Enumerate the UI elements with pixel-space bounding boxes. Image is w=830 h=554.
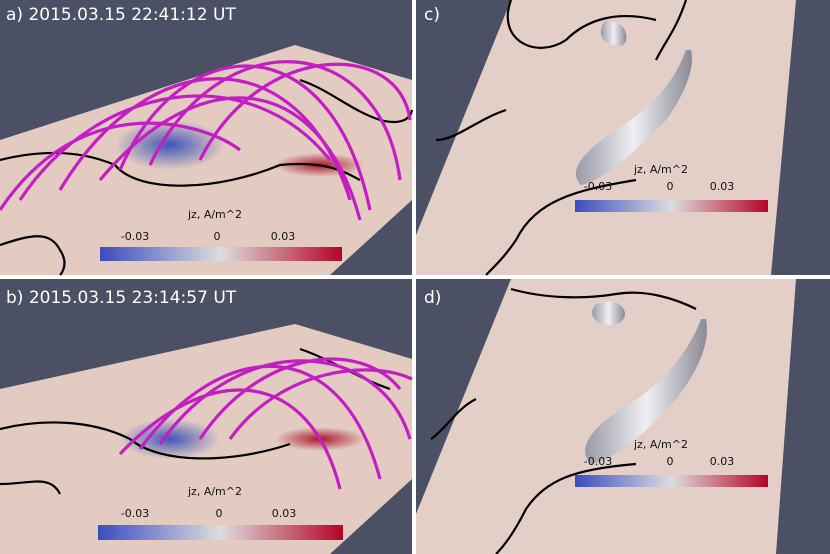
colorbar-tick: 0 — [667, 180, 674, 193]
contour — [435, 0, 688, 276]
colorbar — [100, 247, 342, 261]
colorbar-tick: -0.03 — [121, 230, 149, 243]
colorbar-tick: 0 — [216, 507, 223, 520]
panel: b) 2015.03.15 23:14:57 UT jz, A/m^2 -0.0… — [0, 279, 413, 554]
panel: d) jz, A/m^2 -0.03 0 0.03 — [416, 279, 830, 554]
colorbar-title: jz, A/m^2 — [187, 485, 242, 498]
colorbar-title: jz, A/m^2 — [633, 438, 688, 451]
panel-label: b) 2015.03.15 23:14:57 UT — [6, 288, 237, 308]
colorbar-tick: -0.03 — [584, 180, 612, 193]
colorbar-tick: 0.03 — [710, 455, 735, 468]
colorbar-tick: 0.03 — [272, 507, 297, 520]
colorbar-tick: 0 — [214, 230, 221, 243]
colorbar-tick: 0.03 — [271, 230, 296, 243]
panel-label: d) — [424, 288, 441, 308]
colorbar-tick: -0.03 — [121, 507, 149, 520]
field-region — [115, 120, 225, 170]
colorbar — [98, 525, 343, 540]
surface — [600, 20, 627, 46]
colorbar-title: jz, A/m^2 — [633, 163, 688, 176]
panel-label: c) — [424, 5, 440, 25]
colorbar-title: jz, A/m^2 — [187, 208, 242, 221]
colorbar-tick: 0 — [667, 455, 674, 468]
panel: c) jz, A/m^2 -0.03 0 0.03 — [416, 0, 830, 276]
colorbar — [575, 475, 768, 487]
colorbar — [575, 200, 768, 212]
contour — [430, 287, 697, 554]
colorbar-tick: 0.03 — [710, 180, 735, 193]
panel-label: a) 2015.03.15 22:41:12 UT — [6, 5, 236, 25]
surface — [592, 301, 626, 325]
panel: a) 2015.03.15 22:41:12 UT jz, A/m^2 -0.0… — [0, 0, 414, 276]
field-line — [118, 357, 413, 490]
colorbar-tick: -0.03 — [584, 455, 612, 468]
field-line — [0, 60, 412, 221]
surface — [585, 319, 707, 464]
surface — [575, 50, 692, 185]
